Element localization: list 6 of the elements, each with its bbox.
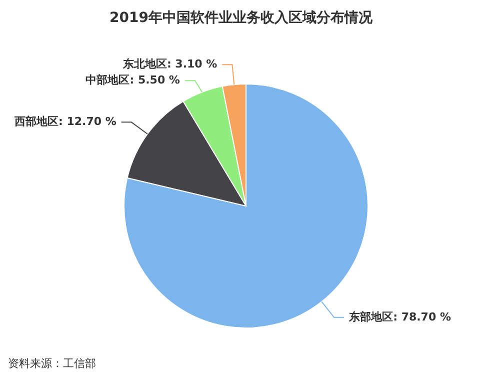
slice-label: 东北地区: 3.10 % bbox=[122, 58, 218, 71]
slice-label: 东部地区: 78.70 % bbox=[348, 310, 451, 324]
slice-label: 中部地区: 5.50 % bbox=[86, 74, 180, 87]
chart-title: 2019年中国软件业业务收入区域分布情况 bbox=[110, 10, 374, 26]
text: 资料来源：工信部 bbox=[8, 357, 96, 370]
slice-label: 西部地区: 12.70 % bbox=[14, 115, 116, 128]
